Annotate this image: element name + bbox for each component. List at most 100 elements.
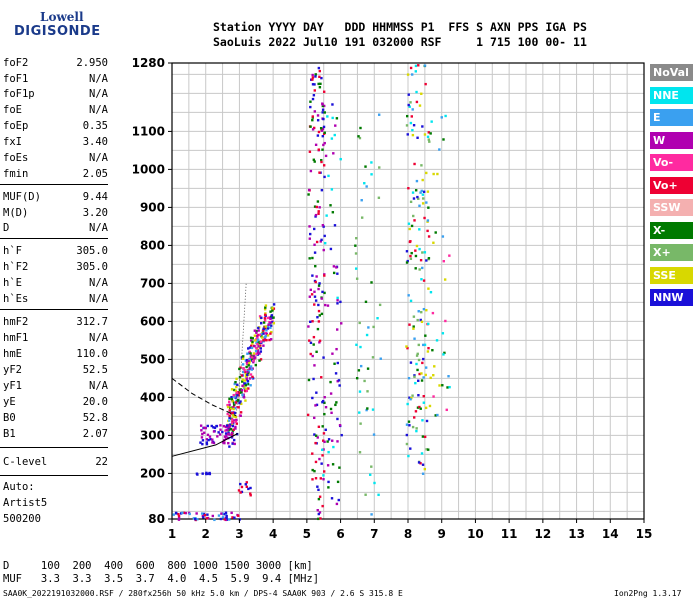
- scatter-point: [317, 284, 321, 287]
- scatter-point: [405, 261, 409, 264]
- scatter-point: [204, 426, 207, 430]
- scatter-point: [364, 165, 367, 168]
- scatter-point: [417, 197, 420, 201]
- scatter-point: [409, 398, 412, 401]
- scatter-point: [248, 346, 252, 349]
- scatter-point: [313, 251, 317, 254]
- scatter-point: [411, 425, 415, 429]
- scatter-point: [247, 364, 250, 367]
- scatter-point: [311, 78, 314, 81]
- scatter-point: [423, 251, 427, 254]
- x-tick-label: 6: [336, 527, 344, 541]
- scatter-point: [252, 360, 255, 364]
- scatter-point: [272, 303, 276, 306]
- scatter-point: [307, 188, 311, 192]
- scatter-point: [314, 75, 317, 78]
- scatter-point: [257, 345, 260, 348]
- param-value: N/A: [89, 88, 108, 100]
- scatter-point: [322, 117, 325, 121]
- scatter-point: [254, 339, 257, 342]
- scatter-point: [194, 517, 197, 521]
- scatter-point: [313, 433, 316, 436]
- scatter-point: [332, 271, 336, 275]
- scatter-point: [318, 282, 321, 285]
- scatter-point: [232, 403, 236, 406]
- scatter-point: [246, 373, 249, 377]
- scatter-point: [254, 363, 258, 367]
- param-label: h`E: [3, 277, 22, 289]
- scatter-point: [314, 264, 317, 268]
- scatter-point: [235, 377, 238, 381]
- scatter-point: [427, 322, 430, 326]
- scatter-point: [321, 134, 324, 138]
- scatter-point: [323, 401, 326, 404]
- param-value: 20.0: [82, 396, 108, 408]
- scatter-point: [418, 104, 422, 107]
- scatter-point: [338, 466, 341, 469]
- scatter-point: [255, 334, 259, 338]
- scatter-point: [340, 433, 343, 437]
- scatter-point: [418, 405, 421, 409]
- scatter-point: [406, 402, 409, 406]
- scatter-point: [421, 202, 425, 205]
- param-label: foEp: [3, 120, 29, 132]
- param-value: 2.07: [82, 428, 108, 440]
- param-value: 52.8: [82, 412, 108, 424]
- scatter-point: [206, 433, 210, 437]
- scatter-point: [219, 424, 222, 427]
- scatter-point: [427, 448, 430, 451]
- param-label: yF2: [3, 364, 22, 376]
- scatter-point: [316, 134, 320, 137]
- scatter-point: [320, 376, 323, 379]
- scatter-point: [416, 136, 419, 139]
- scatter-point: [266, 334, 270, 337]
- scatter-point: [233, 395, 236, 399]
- x-tick-label: 8: [404, 527, 412, 541]
- scatter-point: [245, 365, 248, 369]
- scatter-point: [313, 243, 316, 246]
- scatter-point: [358, 321, 361, 325]
- scatter-point: [440, 116, 443, 119]
- scatter-point: [323, 141, 326, 145]
- scatter-point: [370, 513, 373, 516]
- scatter-point: [253, 344, 256, 348]
- scatter-point: [262, 328, 265, 332]
- scatter-point: [316, 327, 320, 331]
- scatter-point: [249, 486, 252, 490]
- scatter-point: [272, 316, 275, 319]
- scatter-point: [209, 438, 212, 441]
- scatter-point: [228, 445, 231, 448]
- scatter-point: [359, 422, 362, 425]
- scatter-point: [419, 191, 422, 194]
- scatter-point: [250, 368, 254, 371]
- scatter-point: [405, 250, 409, 253]
- scatter-point: [239, 482, 242, 486]
- scatter-point: [321, 108, 325, 111]
- scatter-point: [269, 324, 273, 327]
- scatter-point: [412, 197, 416, 200]
- scatter-point: [429, 376, 432, 380]
- legend-entry-noval: NoVal: [650, 64, 693, 81]
- scatter-point: [248, 360, 252, 363]
- scatter-point: [336, 299, 339, 302]
- scatter-point: [314, 434, 318, 437]
- footer-distance-row: D 100 200 400 600 800 1000 1500 3000 [km…: [3, 560, 313, 572]
- scatter-point: [370, 465, 373, 468]
- scatter-point: [226, 403, 229, 407]
- scatter-point: [232, 407, 235, 411]
- scatter-point: [315, 350, 318, 354]
- scatter-point: [423, 133, 427, 136]
- scatter-point: [240, 389, 244, 392]
- scatter-point: [224, 513, 228, 516]
- param-label: foEs: [3, 152, 29, 164]
- scatter-point: [271, 307, 274, 310]
- scatter-point: [320, 462, 323, 465]
- scatter-point: [438, 148, 441, 151]
- scatter-point: [256, 338, 260, 341]
- scatter-point: [237, 514, 240, 517]
- param-value: N/A: [89, 152, 108, 164]
- scatter-point: [241, 393, 244, 397]
- scatter-point: [322, 448, 325, 451]
- scatter-point: [420, 452, 424, 455]
- scatter-point: [410, 224, 414, 228]
